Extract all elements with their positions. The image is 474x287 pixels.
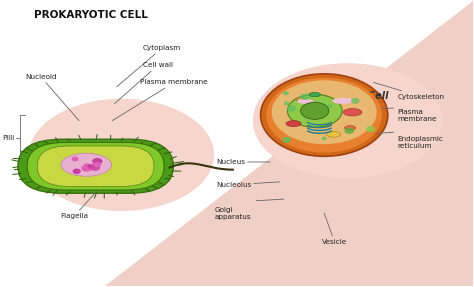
Circle shape xyxy=(83,164,92,169)
Ellipse shape xyxy=(296,98,305,101)
Circle shape xyxy=(82,166,91,171)
Ellipse shape xyxy=(266,77,382,153)
Circle shape xyxy=(322,137,326,140)
Text: Eukaryotes Cell: Eukaryotes Cell xyxy=(302,91,388,101)
Circle shape xyxy=(72,157,78,161)
Circle shape xyxy=(91,165,100,170)
Text: Pilli: Pilli xyxy=(2,135,15,141)
Ellipse shape xyxy=(345,126,356,130)
Circle shape xyxy=(301,114,307,118)
Circle shape xyxy=(352,99,359,103)
FancyBboxPatch shape xyxy=(27,142,164,190)
Text: Vesicle: Vesicle xyxy=(322,213,347,245)
Circle shape xyxy=(94,163,100,166)
Circle shape xyxy=(301,94,309,99)
Circle shape xyxy=(345,128,354,133)
Circle shape xyxy=(30,100,213,210)
Text: Cytoskeleton: Cytoskeleton xyxy=(374,82,444,100)
Circle shape xyxy=(93,159,102,164)
FancyBboxPatch shape xyxy=(37,146,154,187)
Circle shape xyxy=(287,94,342,127)
Text: Plasma
membrane: Plasma membrane xyxy=(397,109,437,122)
Ellipse shape xyxy=(327,132,341,137)
Circle shape xyxy=(321,100,328,104)
Ellipse shape xyxy=(286,121,301,127)
Text: Cell wall: Cell wall xyxy=(115,62,173,104)
Circle shape xyxy=(284,102,289,105)
Circle shape xyxy=(366,127,374,132)
Ellipse shape xyxy=(332,98,354,104)
Circle shape xyxy=(254,64,442,178)
Text: Nucleoid: Nucleoid xyxy=(25,74,79,121)
Text: Nucleolus: Nucleolus xyxy=(216,182,279,188)
Text: Endoplasmic
reticulum: Endoplasmic reticulum xyxy=(397,135,443,149)
Text: Nucleus: Nucleus xyxy=(216,159,270,165)
Polygon shape xyxy=(105,1,473,286)
Ellipse shape xyxy=(343,108,362,116)
Circle shape xyxy=(301,102,329,119)
Text: Flagella: Flagella xyxy=(60,185,103,219)
Ellipse shape xyxy=(272,80,377,144)
Circle shape xyxy=(283,137,291,142)
Text: Cytoplasm: Cytoplasm xyxy=(117,45,181,87)
Ellipse shape xyxy=(309,92,320,97)
Circle shape xyxy=(88,165,93,168)
Circle shape xyxy=(283,92,288,95)
Circle shape xyxy=(328,105,332,108)
FancyBboxPatch shape xyxy=(18,139,173,193)
Ellipse shape xyxy=(261,74,388,156)
Text: Golgi
apparatus: Golgi apparatus xyxy=(214,208,251,220)
Text: PROKARYOTIC CELL: PROKARYOTIC CELL xyxy=(35,10,148,20)
Circle shape xyxy=(288,106,295,111)
Ellipse shape xyxy=(61,153,111,176)
Ellipse shape xyxy=(297,99,314,104)
Circle shape xyxy=(73,169,80,173)
Text: Plasma membrane: Plasma membrane xyxy=(112,79,208,121)
